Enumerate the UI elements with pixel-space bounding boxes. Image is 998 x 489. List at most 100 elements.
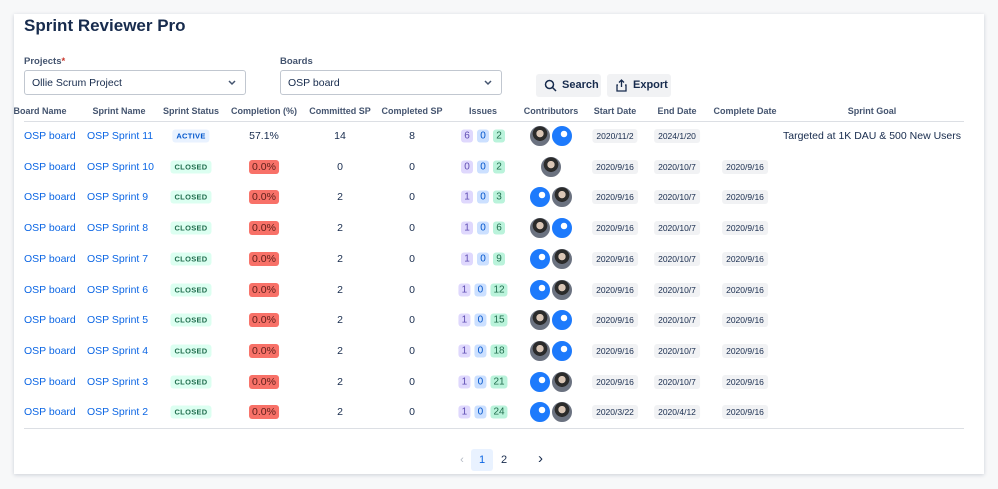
sprint-link[interactable]: OSP Sprint 10 [87, 160, 154, 173]
issue-badge: 1 [461, 221, 473, 235]
start-date: 2020/9/16 [592, 282, 638, 297]
issue-badge: 0 [477, 160, 489, 174]
sprint-link[interactable]: OSP Sprint 11 [87, 130, 154, 142]
prev-page[interactable]: ‹ [460, 454, 464, 466]
avatar-icon [551, 217, 573, 240]
committed-sp: 14 [334, 130, 346, 142]
page-number[interactable]: 1 [471, 449, 493, 471]
completed-sp: 0 [409, 222, 415, 235]
next-page[interactable]: › [538, 450, 543, 467]
sprint-card: Sprint Reviewer Pro Projects* Ollie Scru… [13, 14, 984, 474]
issue-badge: 6 [493, 221, 505, 235]
complete-date: 2020/9/16 [722, 405, 768, 420]
completion: 0.0% [249, 190, 279, 205]
avatar-photo [529, 217, 551, 240]
complete-date: 2020/9/16 [722, 282, 768, 297]
button-text: Search [562, 79, 599, 91]
complete-date: 2020/9/16 [722, 343, 768, 358]
sprint-link[interactable]: OSP Sprint 6 [87, 283, 149, 296]
issue-badge: 2 [493, 129, 505, 143]
issue-badge: 1 [461, 252, 473, 266]
avatar-photo [551, 278, 573, 301]
column-header: Complete Date [713, 106, 777, 116]
board-link[interactable]: OSP board [24, 252, 76, 265]
issue-badge: 0 [477, 129, 489, 143]
board-select[interactable]: OSP board [280, 70, 502, 95]
column-header: Completed SP [381, 106, 443, 116]
completed-sp: 0 [409, 160, 415, 173]
end-date: 2020/10/7 [654, 313, 700, 328]
sprint-link[interactable]: OSP Sprint 9 [87, 191, 149, 204]
completion: 0.0% [249, 343, 279, 358]
sprint-link[interactable]: OSP Sprint 5 [87, 314, 149, 327]
issue-badge: 0 [474, 344, 487, 358]
sprint-link[interactable]: OSP Sprint 7 [87, 252, 149, 265]
issue-badge: 3 [493, 190, 505, 204]
avatar-icon [529, 247, 551, 270]
end-date: 2020/10/7 [654, 221, 700, 236]
sprint-status: CLOSED [170, 344, 212, 358]
issue-badge: 1 [458, 313, 471, 327]
sprint-link[interactable]: OSP Sprint 4 [87, 344, 149, 357]
end-date: 2020/10/7 [654, 282, 700, 297]
end-date: 2020/10/7 [654, 374, 700, 389]
board-link[interactable]: OSP board [24, 375, 76, 388]
sprint-status: CLOSED [170, 283, 212, 296]
issue-badge: 9 [493, 252, 505, 266]
completion: 0.0% [249, 282, 279, 297]
board-link[interactable]: OSP board [24, 406, 76, 419]
column-header: Completion (%) [231, 106, 297, 116]
board-link[interactable]: OSP board [24, 130, 76, 142]
board-link[interactable]: OSP board [24, 344, 76, 357]
sprint-link[interactable]: OSP Sprint 8 [87, 222, 149, 235]
column-header: Sprint Status [162, 106, 220, 116]
avatar-icon [551, 309, 573, 332]
issue-counts: 1 0 21 [456, 375, 509, 389]
sprint-status: ACTIVE [172, 129, 210, 143]
issue-badge: 1 [458, 375, 471, 389]
sprint-link[interactable]: OSP Sprint 2 [87, 406, 149, 419]
sprint-link[interactable]: OSP Sprint 3 [87, 375, 149, 388]
issue-badge: 0 [477, 252, 489, 266]
completed-sp: 0 [409, 314, 415, 327]
avatar-photo [529, 339, 551, 362]
column-header: Committed SP [309, 106, 371, 116]
board-link[interactable]: OSP board [24, 222, 76, 235]
column-header: Start Date [593, 106, 637, 116]
issue-counts: 1 0 24 [456, 405, 509, 419]
complete-date: 2020/9/16 [722, 159, 768, 174]
header-divider [24, 121, 964, 122]
issue-badge: 1 [458, 344, 471, 358]
issue-badge: 0 [474, 283, 487, 296]
committed-sp: 2 [337, 252, 343, 265]
board-link[interactable]: OSP board [24, 191, 76, 204]
committed-sp: 0 [337, 160, 343, 173]
board-link[interactable]: OSP board [24, 283, 76, 296]
completion: 57.1% [249, 130, 279, 142]
column-header: Issues [468, 106, 498, 116]
start-date: 2020/9/16 [592, 159, 638, 174]
issue-badge: 24 [490, 405, 508, 419]
complete-date: 2020/9/16 [722, 251, 768, 266]
complete-date: 2020/9/16 [722, 313, 768, 328]
avatar-photo [551, 186, 573, 209]
project-select[interactable]: Ollie Scrum Project [24, 70, 246, 95]
issue-badge: 0 [474, 375, 487, 389]
sprint-goal: Targeted at 1K DAU & 500 New Users [783, 130, 961, 142]
start-date: 2020/3/22 [592, 405, 638, 420]
board-link[interactable]: OSP board [24, 160, 76, 173]
chevron [484, 80, 492, 86]
label-text: Projects [24, 56, 62, 67]
search-button[interactable]: Search [536, 74, 601, 97]
completed-sp: 0 [409, 344, 415, 357]
avatar-icon [551, 125, 573, 147]
board-link[interactable]: OSP board [24, 314, 76, 327]
issue-badge: 6 [461, 129, 473, 143]
completion: 0.0% [249, 405, 279, 420]
completed-sp: 0 [409, 375, 415, 388]
page-number[interactable]: 2 [500, 454, 508, 466]
export-button[interactable]: Export [607, 74, 671, 97]
committed-sp: 2 [337, 344, 343, 357]
